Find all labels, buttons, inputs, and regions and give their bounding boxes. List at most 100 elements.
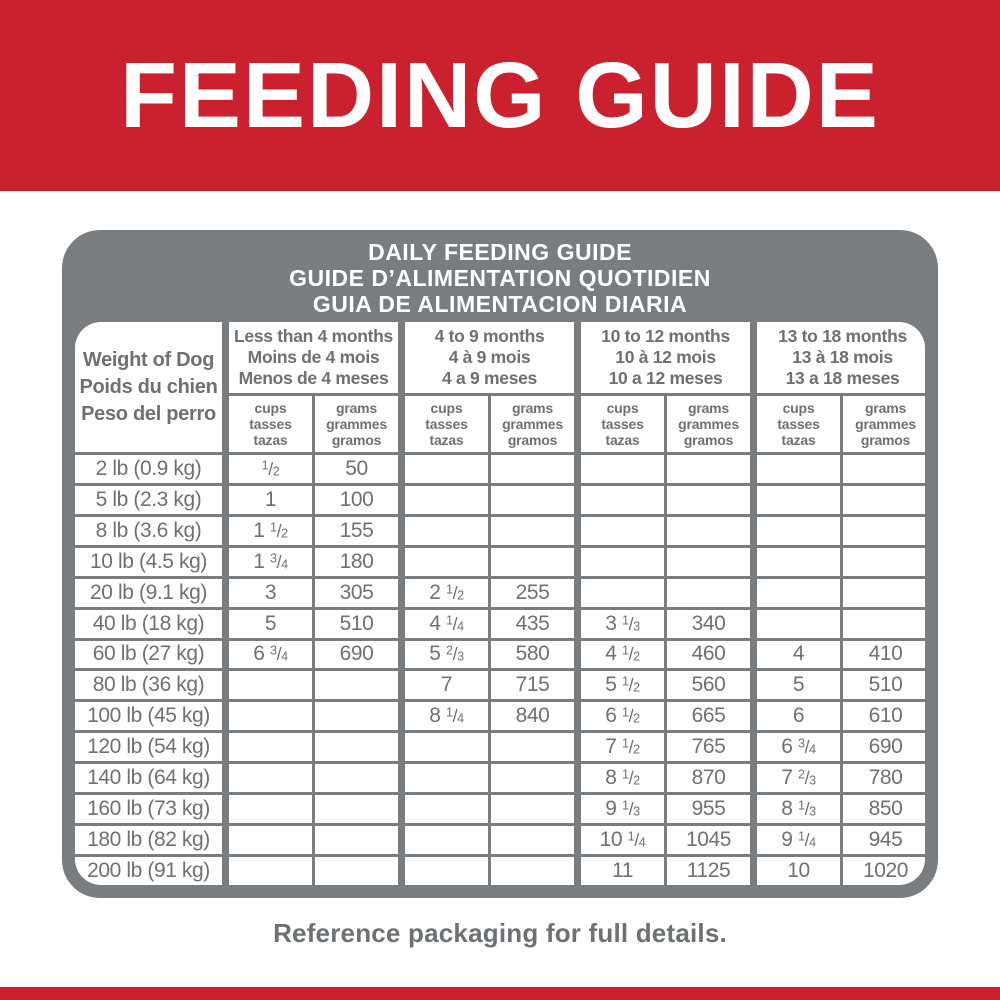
- cups-cell: [750, 606, 844, 641]
- grams-cell: [487, 761, 580, 796]
- cups-cell: 10 1/4: [574, 823, 668, 857]
- cups-cell: [398, 792, 491, 827]
- cups-cell: 1: [222, 482, 315, 517]
- grams-cell: 1020: [840, 853, 925, 885]
- grams-cell: 690: [840, 730, 925, 765]
- weight-cell: 10 lb (4.5 kg): [75, 544, 227, 579]
- grams-cell: [487, 823, 580, 857]
- weight-cell: 140 lb (64 kg): [75, 761, 227, 796]
- page-title: FEEDING GUIDE: [120, 43, 880, 147]
- cups-cell: [222, 853, 315, 885]
- cups-unit-header: cups tasses tazas: [398, 393, 491, 455]
- weight-column-header: Weight of Dog Poids du chien Peso del pe…: [75, 322, 227, 455]
- grams-cell: [664, 513, 756, 548]
- grams-cell: [840, 606, 925, 641]
- cups-cell: 8 1/4: [398, 699, 491, 734]
- grams-cell: 765: [664, 730, 756, 765]
- cups-cell: [398, 482, 491, 517]
- grams-cell: 100: [312, 482, 403, 517]
- table-row: 60 lb (27 kg) 6 3/4 690 5 2/3 580 4 1/2 460 4 41…: [75, 637, 925, 672]
- table-row: 2 lb (0.9 kg) 1/2 50: [75, 452, 925, 486]
- cups-cell: 6 3/4: [222, 637, 315, 672]
- cups-cell: [398, 452, 491, 486]
- grams-cell: [487, 452, 580, 486]
- cups-cell: 7 1/2: [574, 730, 668, 765]
- grams-cell: [312, 730, 403, 765]
- cups-unit-header: cups tasses tazas: [750, 393, 844, 455]
- cups-cell: [574, 513, 668, 548]
- grams-cell: [840, 575, 925, 610]
- grams-cell: 945: [840, 823, 925, 857]
- cups-cell: [750, 482, 844, 517]
- table-title: DAILY FEEDING GUIDE GUIDE D’ALIMENTATION…: [62, 230, 938, 322]
- grams-cell: [312, 668, 403, 703]
- feeding-table: Weight of Dog Poids du chien Peso del pe…: [75, 322, 925, 885]
- feeding-guide-card: DAILY FEEDING GUIDE GUIDE D’ALIMENTATION…: [62, 230, 938, 898]
- units-header-row: cups tasses tazas grams grammes gramos cups tas…: [75, 393, 925, 455]
- feeding-table-wrap: Weight of Dog Poids du chien Peso del pe…: [75, 322, 925, 885]
- grams-cell: [840, 513, 925, 548]
- cups-cell: [398, 730, 491, 765]
- age-group-header-0: Less than 4 months Moins de 4 mois Menos…: [222, 322, 403, 396]
- cups-cell: 3: [222, 575, 315, 610]
- weight-cell: 2 lb (0.9 kg): [75, 452, 227, 486]
- cups-cell: [398, 544, 491, 579]
- grams-cell: 870: [664, 761, 756, 796]
- grams-cell: [664, 575, 756, 610]
- grams-cell: 1045: [664, 823, 756, 857]
- cups-cell: [574, 452, 668, 486]
- table-title-es: GUIA DE ALIMENTACION DIARIA: [312, 291, 688, 317]
- grams-cell: [664, 452, 756, 486]
- cups-cell: 5: [222, 606, 315, 641]
- cups-cell: 3 1/3: [574, 606, 668, 641]
- grams-cell: [487, 513, 580, 548]
- grams-cell: [840, 544, 925, 579]
- cups-cell: [398, 823, 491, 857]
- cups-cell: 9 1/4: [750, 823, 844, 857]
- age-group-header-3: 13 to 18 months 13 à 18 mois 13 a 18 mes…: [750, 322, 925, 396]
- weight-cell: 8 lb (3.6 kg): [75, 513, 227, 548]
- cups-cell: 4: [750, 637, 844, 672]
- grams-cell: [312, 699, 403, 734]
- grams-cell: [487, 482, 580, 517]
- grams-cell: [840, 452, 925, 486]
- cups-cell: 1 3/4: [222, 544, 315, 579]
- cups-cell: 1/2: [222, 452, 315, 486]
- grams-cell: 50: [312, 452, 403, 486]
- weight-cell: 160 lb (73 kg): [75, 792, 227, 827]
- grams-cell: 780: [840, 761, 925, 796]
- grams-cell: 580: [487, 637, 580, 672]
- weight-cell: 100 lb (45 kg): [75, 699, 227, 734]
- grams-cell: 510: [312, 606, 403, 641]
- cups-cell: [574, 575, 668, 610]
- cups-cell: 5: [750, 668, 844, 703]
- table-row: 160 lb (73 kg) 9 1/3 955 8 1/3 850: [75, 792, 925, 827]
- cups-unit-header: cups tasses tazas: [574, 393, 668, 455]
- cups-cell: [750, 513, 844, 548]
- weight-cell: 20 lb (9.1 kg): [75, 575, 227, 610]
- grams-cell: [312, 823, 403, 857]
- grams-cell: 715: [487, 668, 580, 703]
- weight-cell: 5 lb (2.3 kg): [75, 482, 227, 517]
- cups-cell: 4 1/2: [574, 637, 668, 672]
- weight-cell: 40 lb (18 kg): [75, 606, 227, 641]
- cups-cell: [222, 823, 315, 857]
- age-header-row: Weight of Dog Poids du chien Peso del pe…: [75, 322, 925, 455]
- grams-cell: [312, 853, 403, 885]
- cups-cell: 1 1/2: [222, 513, 315, 548]
- cups-cell: [750, 575, 844, 610]
- grams-cell: 460: [664, 637, 756, 672]
- grams-cell: [487, 544, 580, 579]
- table-row: 10 lb (4.5 kg) 1 3/4 180: [75, 544, 925, 579]
- grams-cell: 665: [664, 699, 756, 734]
- cups-cell: [398, 513, 491, 548]
- cups-cell: [750, 544, 844, 579]
- cups-cell: [750, 452, 844, 486]
- grams-cell: 510: [840, 668, 925, 703]
- table-row: 180 lb (82 kg) 10 1/4 1045 9 1/4 945: [75, 823, 925, 857]
- grams-cell: 690: [312, 637, 403, 672]
- table-title-fr: GUIDE D’ALIMENTATION QUOTIDIEN: [289, 265, 711, 291]
- weight-cell: 80 lb (36 kg): [75, 668, 227, 703]
- grams-cell: [664, 544, 756, 579]
- cups-cell: 5 1/2: [574, 668, 668, 703]
